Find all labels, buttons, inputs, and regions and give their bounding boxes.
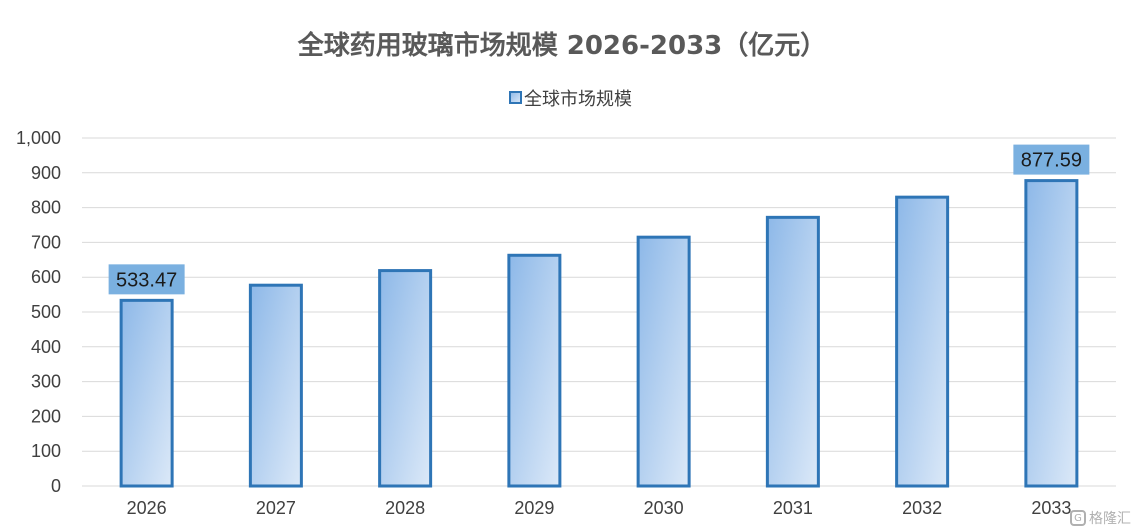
y-tick-label: 900 [31,163,61,183]
legend-label: 全球市场规模 [524,89,632,110]
data-labels: 533.47 877.59 [108,144,1090,295]
data-label-box [1013,144,1090,175]
legend-swatch [509,91,522,104]
x-tick-label: 2029 [514,498,554,518]
y-tick-label: 100 [31,441,61,461]
bars [119,179,1079,488]
x-tick-label: 2030 [644,498,684,518]
chart-title: 全球药用玻璃市场规模 2026-2033（亿元） [297,30,827,61]
bar [895,195,950,488]
data-label-box [108,264,185,295]
y-tick-label: 200 [31,406,61,426]
bar [507,253,562,488]
y-tick-label: 700 [31,232,61,252]
x-tick-label: 2028 [385,498,425,518]
bar [636,235,691,488]
x-tick-label: 2032 [902,498,942,518]
x-tick-label: 2033 [1031,498,1071,518]
bar [119,298,174,488]
x-tick-label: 2026 [127,498,167,518]
gelonghui-logo-icon: G [1070,510,1086,526]
data-label: 533.47 [116,269,177,291]
legend: 全球市场规模 [509,89,632,110]
bar [765,215,820,488]
bar [1024,179,1079,488]
y-tick-label: 400 [31,337,61,357]
bar [248,283,303,488]
y-tick-label: 500 [31,302,61,322]
bar [378,269,433,488]
x-tick-label: 2027 [256,498,296,518]
y-tick-label: 800 [31,198,61,218]
data-label: 877.59 [1021,150,1082,172]
y-tick-label: 0 [51,476,61,496]
y-tick-label: 300 [31,372,61,392]
x-tick-label: 2031 [773,498,813,518]
y-tick-label: 1,000 [16,128,61,148]
y-axis-ticks: 0 100 200 300 400 500 600 700 800 900 1,000 [16,128,61,496]
x-axis-ticks: 2026 2027 2028 2029 2030 2031 2032 2033 [127,498,1072,518]
gridlines [82,137,1116,487]
y-tick-label: 600 [31,267,61,287]
watermark-text: 格隆汇 [1089,511,1131,527]
watermark: G 格隆汇 [1070,508,1131,528]
